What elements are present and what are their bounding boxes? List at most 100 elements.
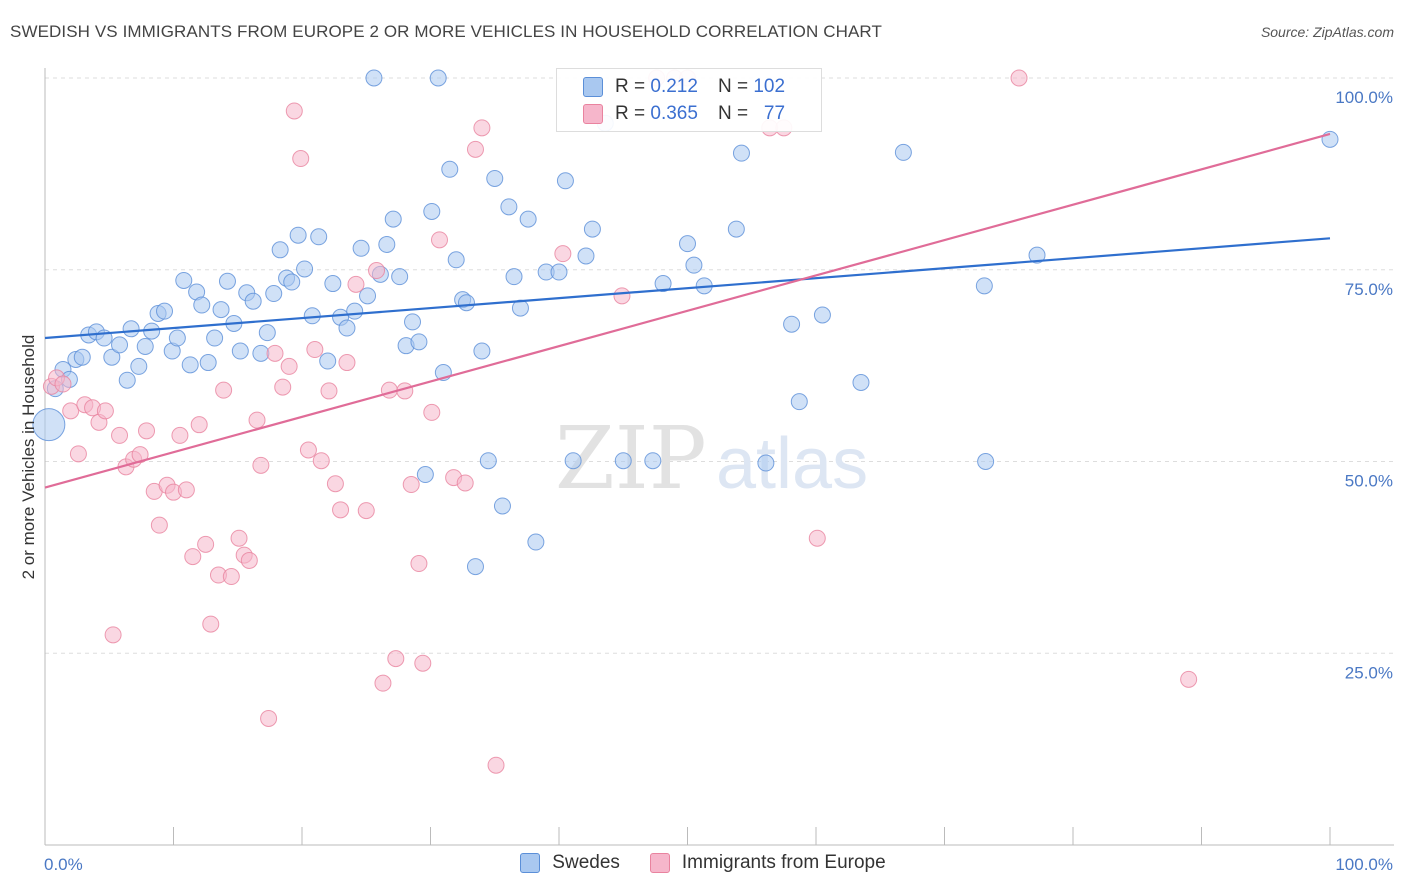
swedes-point [577, 247, 595, 265]
immigrants-point [62, 402, 80, 420]
swedes-point [378, 235, 396, 253]
swedes-point [338, 319, 356, 337]
immigrants-point [808, 529, 826, 547]
swedes-point [136, 337, 154, 355]
immigrants-point [1010, 69, 1028, 87]
legend-r-value: 0.365 [650, 103, 698, 124]
immigrants-point [554, 245, 572, 263]
swedes-point [175, 271, 193, 289]
immigrants-point [613, 287, 631, 305]
immigrants-point [410, 555, 428, 573]
legend-n-value: 77 [763, 103, 786, 124]
swedes-point [894, 143, 912, 161]
swedes-point [1321, 130, 1339, 148]
immigrants-point [402, 476, 420, 494]
swedes-point [296, 260, 314, 278]
bottom-legend-swatch-blue [520, 853, 541, 873]
immigrants-point [111, 426, 129, 444]
swedes-point [457, 294, 475, 312]
swedes-point [206, 329, 224, 347]
swedes-point [614, 452, 632, 470]
y-axis-label: 2 or more Vehicles in Household [19, 335, 38, 580]
immigrants-point [423, 403, 441, 421]
swedes-point [32, 408, 66, 442]
immigrants-point [332, 501, 350, 519]
swedes-point [244, 292, 262, 310]
swedes-point [429, 69, 447, 87]
immigrants-point [285, 102, 303, 120]
immigrants-point [96, 402, 114, 420]
chart-title: SWEDISH VS IMMIGRANTS FROM EUROPE 2 OR M… [10, 22, 882, 41]
swedes-point [258, 324, 276, 342]
bottom-legend-swatch-pink [649, 853, 670, 873]
swedes-point [441, 160, 459, 178]
bottom-legend-immigrants: Immigrants from Europe [649, 852, 886, 874]
immigrants-point [240, 551, 258, 569]
immigrants-point [131, 446, 149, 464]
swedes-point [479, 452, 497, 470]
immigrants-point [306, 341, 324, 359]
swedes-point [757, 454, 775, 472]
source-label: Source: ZipAtlas.com [1260, 24, 1394, 40]
immigrants-point [456, 474, 474, 492]
swedes-point [384, 210, 402, 228]
immigrants-point [292, 150, 310, 168]
points-layer [32, 69, 1339, 774]
immigrants-point [274, 378, 292, 396]
swedes-point [500, 198, 518, 216]
swedes-point [505, 268, 523, 286]
swedes-point [231, 342, 249, 360]
y-tick-label: 75.0% [1345, 280, 1393, 299]
y-tick-label: 25.0% [1345, 663, 1393, 682]
swedes-point [550, 263, 568, 281]
swedes-point [391, 268, 409, 286]
legend-n-label: N = [717, 103, 749, 124]
immigrants-point [69, 445, 87, 463]
legend-row-swedes: R = 0.212 N = 102 [557, 73, 785, 101]
immigrants-point [104, 626, 122, 644]
swedes-point [218, 272, 236, 290]
legend-swatch-blue [583, 77, 603, 97]
immigrants-point [184, 548, 202, 566]
immigrants-point [150, 516, 168, 534]
immigrants-point [215, 381, 233, 399]
immigrants-point [347, 275, 365, 293]
swedes-trend-line [44, 237, 1331, 340]
swedes-point [156, 302, 174, 320]
swedes-point [212, 301, 230, 319]
swedes-point [283, 273, 301, 291]
swedes-point [73, 348, 91, 366]
swedes-point [289, 226, 307, 244]
bottom-legend: Swedes Immigrants from Europe [0, 852, 1406, 874]
swedes-point [527, 533, 545, 551]
immigrants-point [368, 262, 386, 280]
swedes-point [519, 210, 537, 228]
immigrants-point [299, 441, 317, 459]
swedes-point [486, 169, 504, 187]
legend-row-immigrants: R = 0.365 N = 77 [557, 100, 785, 128]
immigrants-point [320, 382, 338, 400]
swedes-point [122, 320, 140, 338]
swedes-point [679, 235, 696, 253]
immigrants-point [338, 354, 356, 372]
swedes-point [783, 315, 801, 333]
immigrants-point [197, 535, 215, 553]
immigrants-point [266, 344, 284, 362]
swedes-point [111, 336, 129, 354]
immigrants-point [54, 375, 72, 393]
swedes-point [271, 241, 289, 259]
immigrants-point [222, 568, 240, 586]
swedes-point [252, 344, 270, 362]
labels-layer: 25.0% 50.0% 75.0% 100.0% 0.0% 100.0% 2 or more… [19, 88, 1393, 874]
bottom-legend-label: Immigrants from Europe [681, 852, 886, 873]
trend-layer [44, 132, 1331, 489]
immigrants-point [190, 416, 208, 434]
swedes-point [352, 239, 370, 257]
legend-swatch-pink [583, 104, 603, 124]
swedes-point [685, 256, 703, 274]
immigrants-point [466, 140, 484, 158]
swedes-point [564, 452, 582, 470]
swedes-point [790, 393, 808, 411]
swedes-point [404, 313, 422, 331]
